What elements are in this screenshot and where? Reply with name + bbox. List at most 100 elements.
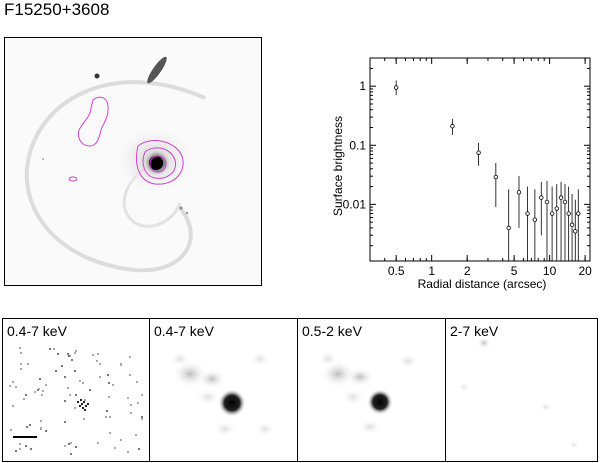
event-pixel <box>30 448 32 450</box>
xray-contour-outer <box>136 140 184 185</box>
event-pixel <box>40 420 42 422</box>
optical-image-panel <box>4 37 262 286</box>
tidal-arc <box>24 80 206 273</box>
event-pixel <box>67 353 69 355</box>
event-pixel-core <box>87 403 89 405</box>
event-pixel <box>108 382 110 384</box>
galaxy-core <box>149 156 163 170</box>
event-pixel <box>61 365 63 367</box>
event-pixel <box>109 432 111 434</box>
event-pixel <box>70 442 72 444</box>
event-pixel <box>49 348 51 350</box>
event-pixel <box>38 388 40 390</box>
event-pixel <box>25 445 27 447</box>
event-pixel <box>96 360 98 362</box>
panel-label: 0.4-7 keV <box>7 323 67 339</box>
event-pixel <box>68 443 70 445</box>
event-pixel <box>138 448 140 450</box>
event-pixel <box>67 387 69 389</box>
event-pixel-core <box>81 403 83 405</box>
event-pixel <box>20 368 22 370</box>
event-pixel <box>83 418 85 420</box>
streak-galaxy <box>147 56 167 84</box>
event-pixel <box>114 447 116 449</box>
event-pixel <box>135 434 137 436</box>
event-pixel <box>74 352 76 354</box>
event-pixel <box>34 391 36 393</box>
xray-contour-small <box>68 176 78 182</box>
xray-panel-raw: 0.4-7 keV <box>2 318 150 462</box>
data-point <box>558 195 564 200</box>
event-pixel <box>10 429 12 431</box>
event-pixel <box>25 394 27 396</box>
event-pixel <box>82 382 84 384</box>
data-point <box>516 190 522 195</box>
event-pixel <box>12 381 14 383</box>
data-point <box>493 174 499 180</box>
event-pixel <box>68 355 70 357</box>
data-point <box>532 217 538 222</box>
x-tick-label: 1 <box>428 264 435 278</box>
event-pixel <box>40 427 42 429</box>
speck <box>42 158 44 160</box>
event-pixel <box>112 384 114 386</box>
y-tick-label: 1 <box>359 79 366 93</box>
event-pixel <box>74 407 76 409</box>
event-pixel <box>64 400 66 402</box>
event-pixel-core <box>84 409 86 411</box>
event-pixel <box>74 370 76 372</box>
x-axis-label: Radial distance (arcsec) <box>418 277 547 291</box>
y-axis-label: Surface brightness <box>331 116 345 216</box>
data-point <box>562 199 568 205</box>
xray-contour-mid <box>142 147 176 179</box>
event-pixel <box>127 451 129 453</box>
event-pixel <box>26 426 28 428</box>
data-point <box>576 211 581 216</box>
figure-title: F15250+3608 <box>4 0 110 19</box>
xray-contour-extended <box>78 96 109 147</box>
y-tick-label: 0.01 <box>343 197 367 211</box>
event-pixel <box>141 394 143 396</box>
event-pixel <box>9 385 11 387</box>
event-pixel <box>23 398 25 400</box>
event-pixel <box>42 390 44 392</box>
event-pixel <box>75 446 77 448</box>
event-pixel <box>19 448 21 450</box>
event-pixel-core <box>80 399 82 401</box>
event-pixel <box>106 410 108 412</box>
event-pixel <box>64 376 66 378</box>
event-pixel <box>97 442 99 444</box>
data-point <box>573 229 578 234</box>
event-pixel <box>70 453 72 455</box>
panel-label: 0.5-2 keV <box>302 323 362 339</box>
surface-brightness-plot: 0.5 1 2 5 10 20 1 0.1 0.01 Surface brightness Ra… <box>331 57 592 291</box>
event-pixel <box>136 381 138 383</box>
optical-image <box>5 38 261 285</box>
data-point <box>450 124 455 129</box>
field-star <box>94 73 100 79</box>
data-point <box>544 199 550 205</box>
event-pixel <box>79 380 81 382</box>
event-pixel-core <box>82 407 84 409</box>
data-point <box>506 225 511 231</box>
x-tick-label: 0.5 <box>388 264 405 278</box>
event-pixel <box>97 353 99 355</box>
event-pixel <box>127 397 129 399</box>
data-point <box>549 211 555 216</box>
xray-panel-smoothed-full: 0.4-7 keV <box>149 318 298 462</box>
event-pixel <box>45 430 47 432</box>
event-pixel <box>129 374 131 376</box>
event-pixel <box>141 416 143 418</box>
event-pixel-core <box>83 401 85 403</box>
event-pixel <box>109 416 111 418</box>
plot-frame <box>369 57 591 262</box>
event-pixel <box>130 412 132 414</box>
event-pixel <box>69 394 71 396</box>
event-pixel <box>19 443 21 445</box>
event-pixel-core <box>85 405 87 407</box>
event-pixel <box>15 450 17 452</box>
event-pixel <box>120 364 122 366</box>
event-pixel <box>92 354 94 356</box>
event-pixel <box>29 424 31 426</box>
speck <box>185 211 189 215</box>
